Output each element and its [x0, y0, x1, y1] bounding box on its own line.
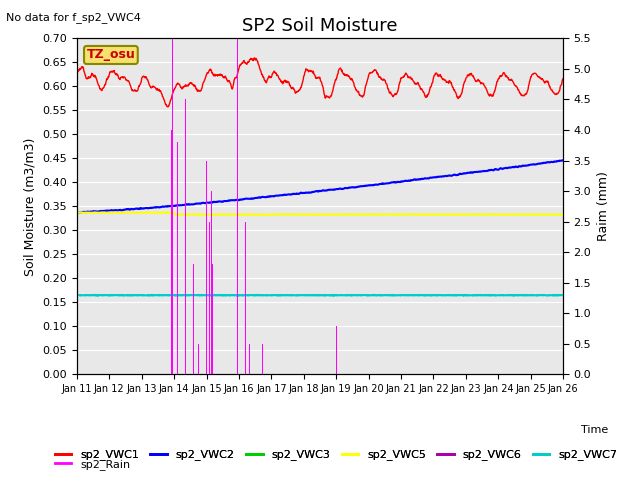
Legend: sp2_VWC1, sp2_VWC2, sp2_VWC3, sp2_VWC5, sp2_VWC6, sp2_VWC7: sp2_VWC1, sp2_VWC2, sp2_VWC3, sp2_VWC5, …	[51, 445, 621, 465]
Text: TZ_osu: TZ_osu	[86, 48, 135, 61]
Text: No data for f_sp2_VWC4: No data for f_sp2_VWC4	[6, 12, 141, 23]
Legend: sp2_Rain: sp2_Rain	[51, 455, 135, 474]
Y-axis label: Soil Moisture (m3/m3): Soil Moisture (m3/m3)	[24, 137, 36, 276]
Text: Time: Time	[580, 425, 608, 435]
Y-axis label: Raim (mm): Raim (mm)	[597, 171, 610, 241]
Title: SP2 Soil Moisture: SP2 Soil Moisture	[243, 17, 397, 36]
